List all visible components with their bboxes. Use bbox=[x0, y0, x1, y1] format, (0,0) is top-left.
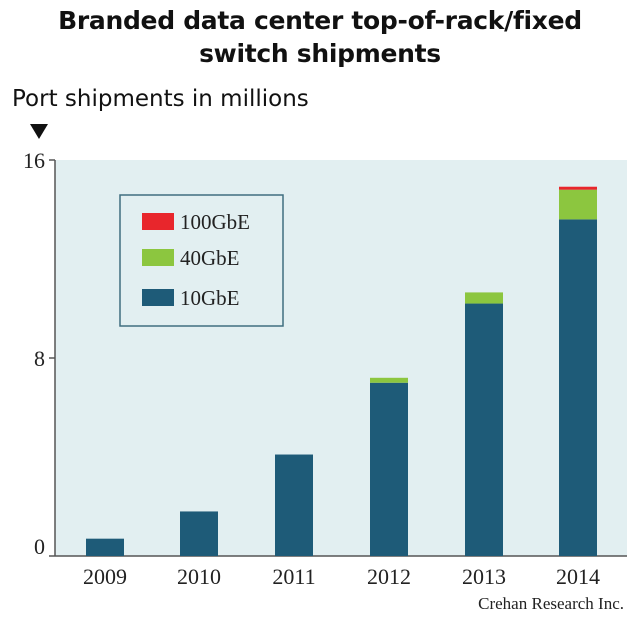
y-tick-label-1: 8 bbox=[34, 346, 45, 371]
legend-label-10gbe: 10GbE bbox=[180, 286, 240, 310]
x-tick-label-2009: 2009 bbox=[83, 564, 127, 589]
x-tick-label-2011: 2011 bbox=[272, 564, 315, 589]
x-tick-label-2014: 2014 bbox=[556, 564, 600, 589]
legend-swatch-40gbe bbox=[142, 249, 174, 266]
bar-10gbe-2012 bbox=[370, 382, 408, 556]
legend-label-40gbe: 40GbE bbox=[180, 246, 240, 270]
x-tick-label-2012: 2012 bbox=[367, 564, 411, 589]
bar-10gbe-2010 bbox=[180, 511, 218, 556]
bar-40gbe-2014 bbox=[559, 189, 597, 220]
bar-10gbe-2011 bbox=[275, 454, 313, 556]
x-tick-label-2010: 2010 bbox=[177, 564, 221, 589]
y-axis-label: Port shipments in millions bbox=[12, 86, 309, 112]
legend: 100GbE 40GbE 10GbE bbox=[119, 194, 284, 327]
down-arrow-icon bbox=[30, 124, 48, 139]
y-ticks: 0 8 16 bbox=[23, 148, 55, 559]
legend-items: 100GbE 40GbE 10GbE bbox=[142, 210, 250, 310]
y-tick-label-2: 16 bbox=[23, 148, 45, 173]
legend-swatch-100gbe bbox=[142, 213, 174, 230]
source-credit: Crehan Research Inc. bbox=[478, 594, 624, 613]
bars bbox=[86, 186, 597, 556]
y-tick-label-0: 0 bbox=[34, 534, 45, 559]
bar-40gbe-2012 bbox=[370, 377, 408, 383]
x-tick-label-2013: 2013 bbox=[462, 564, 506, 589]
chart-title-line-1: Branded data center top-of-rack/fixed bbox=[58, 6, 582, 35]
bar-10gbe-2013 bbox=[465, 303, 503, 556]
chart-title-line-2: switch shipments bbox=[199, 39, 441, 68]
legend-swatch-10gbe bbox=[142, 289, 174, 306]
bar-100gbe-2014 bbox=[559, 186, 597, 190]
legend-label-100gbe: 100GbE bbox=[180, 210, 250, 234]
bar-10gbe-2014 bbox=[559, 219, 597, 556]
bar-10gbe-2009 bbox=[86, 538, 124, 556]
x-tick-labels: 2009 2010 2011 2012 2013 2014 bbox=[83, 564, 600, 589]
chart-title: Branded data center top-of-rack/fixed sw… bbox=[0, 4, 640, 70]
bar-40gbe-2013 bbox=[465, 292, 503, 304]
